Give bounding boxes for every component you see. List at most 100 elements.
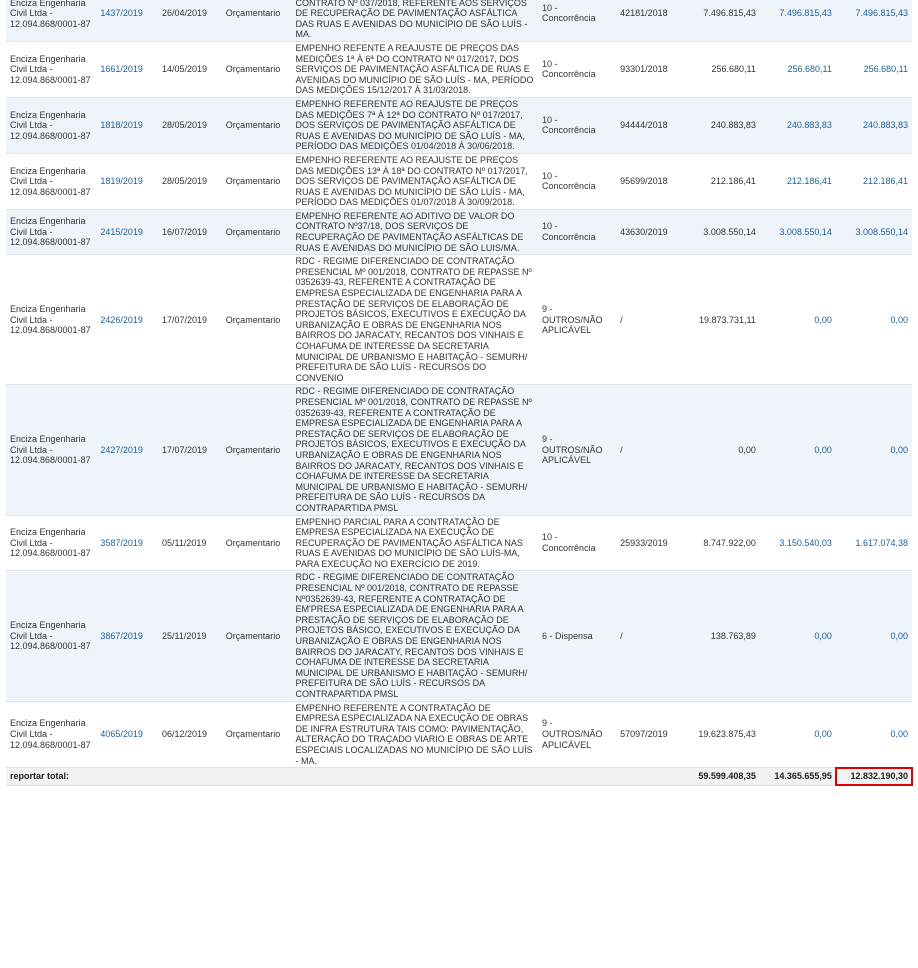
valor-pago: 0,00 xyxy=(835,384,912,516)
modalidade: 10 - Concorrência xyxy=(538,153,617,210)
table-cell: 3587/2019 xyxy=(96,515,159,572)
valor-empenhado: 7.496.815,43 xyxy=(677,0,760,42)
modalidade: 9 - OUTROS/NÃO APLICÁVEL xyxy=(538,701,617,769)
table-cell: 2415/2019 xyxy=(96,209,159,256)
contrato: / xyxy=(616,254,678,386)
total-value: 14.365.655,95 xyxy=(759,767,836,786)
empenho-link[interactable]: 1661/2019 xyxy=(100,64,143,75)
contrato: 94444/2018 xyxy=(616,97,678,154)
date: 06/12/2019 xyxy=(158,701,222,769)
tipo: Orçamentario xyxy=(221,153,292,210)
modalidade: 10 - Concorrência xyxy=(538,97,617,154)
table-row: Enciza Engenharia Civil Ltda - 12.094.86… xyxy=(6,254,912,386)
empenho-link[interactable]: 2426/2019 xyxy=(100,314,143,325)
contrato: / xyxy=(616,384,678,516)
contrato: 25933/2019 xyxy=(616,515,678,572)
date: 14/05/2019 xyxy=(158,41,222,98)
tipo: Orçamentario xyxy=(221,384,292,516)
valor-liquidado: 7.496.815,43 xyxy=(759,0,836,42)
valor-pago: 240.883,83 xyxy=(835,97,912,154)
table-row: Enciza Engenharia Civil Ltda - 12.094.86… xyxy=(6,570,912,702)
valor-pago: 212.186,41 xyxy=(835,153,912,210)
empenho-link[interactable]: 3587/2019 xyxy=(100,537,143,548)
contrato: 93301/2018 xyxy=(616,41,678,98)
credor: Enciza Engenharia Civil Ltda - 12.094.86… xyxy=(6,209,97,256)
date: 28/05/2019 xyxy=(158,97,222,154)
empenho-link[interactable]: 1818/2019 xyxy=(100,120,143,131)
modalidade: 10 - Concorrência xyxy=(538,209,617,256)
tipo: Orçamentario xyxy=(221,254,292,386)
empenhos-table: Enciza Engenharia Civil Ltda - 12.094.86… xyxy=(6,0,914,787)
table-row: Enciza Engenharia Civil Ltda - 12.094.86… xyxy=(6,515,912,572)
valor-empenhado: 256.680,11 xyxy=(677,41,760,98)
valor-liquidado: 0,00 xyxy=(759,701,836,769)
total-value: 59.599.408,35 xyxy=(677,767,760,786)
valor-liquidado: 0,00 xyxy=(759,384,836,516)
description: EMPENHO REFERENTE AO REAJUSTE DE PREÇOS … xyxy=(291,97,539,154)
total-row: reportar total: 59.599.408,35 14.365.655,9… xyxy=(6,766,914,787)
credor: Enciza Engenharia Civil Ltda - 12.094.86… xyxy=(6,570,97,702)
tipo: Orçamentario xyxy=(221,570,292,702)
description: RDC - REGIME DIFERENCIADO DE CONTRATAÇÃO… xyxy=(291,384,539,516)
valor-pago: 256.680,11 xyxy=(835,41,912,98)
table-cell: 1661/2019 xyxy=(96,41,159,98)
valor-empenhado: 240.883,83 xyxy=(677,97,760,154)
empenho-link[interactable]: 1437/2019 xyxy=(100,8,143,19)
table-row: Enciza Engenharia Civil Ltda - 12.094.86… xyxy=(6,209,912,256)
description: EMPENHO DO SALDO REMANESCENTE DO CONTRAT… xyxy=(291,0,539,42)
credor: Enciza Engenharia Civil Ltda - 12.094.86… xyxy=(6,701,97,769)
valor-liquidado: 0,00 xyxy=(759,570,836,702)
table-row: Enciza Engenharia Civil Ltda - 12.094.86… xyxy=(6,97,912,154)
credor: Enciza Engenharia Civil Ltda - 12.094.86… xyxy=(6,384,97,516)
valor-liquidado: 3.150.540,03 xyxy=(759,515,836,572)
modalidade: 10 - Concorrência xyxy=(538,515,617,572)
description: RDC - REGIME DIFERENCIADO DE CONTRATAÇÃO… xyxy=(291,254,539,386)
valor-pago: 3.008.550,14 xyxy=(835,209,912,256)
modalidade: 9 - OUTROS/NÃO APLICÁVEL xyxy=(538,254,617,386)
table-row: Enciza Engenharia Civil Ltda - 12.094.86… xyxy=(6,153,912,210)
contrato: 95699/2018 xyxy=(616,153,678,210)
credor: Enciza Engenharia Civil Ltda - 12.094.86… xyxy=(6,97,97,154)
date: 26/04/2019 xyxy=(158,0,222,42)
tipo: Orçamentario xyxy=(221,41,292,98)
table-cell: 1437/2019 xyxy=(96,0,159,42)
table-row: Enciza Engenharia Civil Ltda - 12.094.86… xyxy=(6,701,912,769)
empenho-link[interactable]: 3867/2019 xyxy=(100,630,143,641)
valor-liquidado: 3.008.550,14 xyxy=(759,209,836,256)
date: 17/07/2019 xyxy=(158,384,222,516)
date: 28/05/2019 xyxy=(158,153,222,210)
table-row: Enciza Engenharia Civil Ltda - 12.094.86… xyxy=(6,0,912,42)
table-cell: 1819/2019 xyxy=(96,153,159,210)
date: 16/07/2019 xyxy=(158,209,222,256)
valor-pago: 7.496.815,43 xyxy=(835,0,912,42)
valor-pago: 0,00 xyxy=(835,570,912,702)
tipo: Orçamentario xyxy=(221,209,292,256)
valor-pago: 1.617.074,38 xyxy=(835,515,912,572)
valor-liquidado: 0,00 xyxy=(759,254,836,386)
tipo: Orçamentario xyxy=(221,97,292,154)
valor-empenhado: 0,00 xyxy=(677,384,760,516)
empenho-link[interactable]: 2427/2019 xyxy=(100,444,143,455)
empenho-link[interactable]: 1819/2019 xyxy=(100,176,143,187)
valor-empenhado: 3.008.550,14 xyxy=(677,209,760,256)
credor: Enciza Engenharia Civil Ltda - 12.094.86… xyxy=(6,254,97,386)
empenho-link[interactable]: 4065/2019 xyxy=(100,729,143,740)
contrato: 42181/2018 xyxy=(616,0,678,42)
date: 25/11/2019 xyxy=(158,570,222,702)
valor-empenhado: 19.623.875,43 xyxy=(677,701,760,769)
table-row: Enciza Engenharia Civil Ltda - 12.094.86… xyxy=(6,384,912,516)
valor-empenhado: 8.747.922,00 xyxy=(677,515,760,572)
description: EMPENHO REFENTE A REAJUSTE DE PREÇOS DAS… xyxy=(291,41,539,98)
valor-empenhado: 212.186,41 xyxy=(677,153,760,210)
credor: Enciza Engenharia Civil Ltda - 12.094.86… xyxy=(6,153,97,210)
table-row: Enciza Engenharia Civil Ltda - 12.094.86… xyxy=(6,41,912,98)
table-body: Enciza Engenharia Civil Ltda - 12.094.86… xyxy=(6,0,914,787)
empenho-link[interactable]: 2415/2019 xyxy=(100,226,143,237)
modalidade: 9 - OUTROS/NÃO APLICÁVEL xyxy=(538,384,617,516)
total-value: 12.832.190,30 xyxy=(834,766,914,787)
table-cell: 2427/2019 xyxy=(96,384,159,516)
valor-pago: 0,00 xyxy=(835,701,912,769)
description: EMPENHO REFERENTE AO ADITIVO DE VALOR DO… xyxy=(291,209,539,256)
valor-empenhado: 138.763,89 xyxy=(677,570,760,702)
table-cell: 1818/2019 xyxy=(96,97,159,154)
